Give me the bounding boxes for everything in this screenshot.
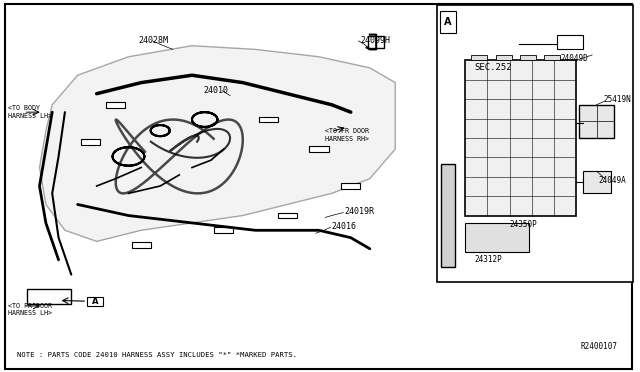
Bar <box>495 55 511 61</box>
Bar <box>132 242 150 248</box>
Bar <box>520 55 536 61</box>
Bar <box>310 146 328 152</box>
Bar <box>441 164 455 267</box>
Bar <box>544 55 560 61</box>
Text: <TO FR DOOR
HARNESS LH>: <TO FR DOOR HARNESS LH> <box>8 303 52 317</box>
Text: 24350P: 24350P <box>509 220 538 229</box>
Bar <box>557 35 582 49</box>
Bar <box>81 139 100 145</box>
Bar <box>259 116 278 122</box>
Bar <box>440 11 456 33</box>
Polygon shape <box>40 46 396 241</box>
Text: 24028M: 24028M <box>138 36 168 45</box>
Bar <box>579 105 614 138</box>
Bar <box>582 171 611 193</box>
Bar <box>436 5 634 282</box>
Bar <box>368 36 384 48</box>
Text: <TO BODY
HARNESS LH>: <TO BODY HARNESS LH> <box>8 105 52 119</box>
Text: 24016: 24016 <box>332 222 356 231</box>
Text: <TO FR DOOR
HARNESS RH>: <TO FR DOOR HARNESS RH> <box>325 128 369 142</box>
Text: R2400107: R2400107 <box>580 342 618 351</box>
Bar <box>214 227 233 233</box>
Bar <box>465 223 529 253</box>
Bar <box>472 55 488 61</box>
Bar <box>106 102 125 108</box>
Text: 24312P: 24312P <box>475 255 502 264</box>
Text: 25419N: 25419N <box>604 95 632 104</box>
Bar <box>87 297 103 306</box>
Bar <box>27 289 71 304</box>
Bar <box>465 61 576 215</box>
Text: 24049A: 24049A <box>598 176 627 185</box>
Text: 24099H: 24099H <box>360 36 390 45</box>
Text: 24010: 24010 <box>204 86 228 94</box>
Bar <box>278 212 297 218</box>
Bar <box>341 183 360 189</box>
Text: A: A <box>92 297 98 306</box>
Text: NOTE : PARTS CODE 24010 HARNESS ASSY INCLUDES "*" *MARKED PARTS.: NOTE : PARTS CODE 24010 HARNESS ASSY INC… <box>17 352 297 358</box>
Text: 24049D: 24049D <box>561 54 588 63</box>
Text: 24019R: 24019R <box>344 207 374 217</box>
Text: SEC.252: SEC.252 <box>475 63 512 72</box>
Text: A: A <box>444 17 452 27</box>
